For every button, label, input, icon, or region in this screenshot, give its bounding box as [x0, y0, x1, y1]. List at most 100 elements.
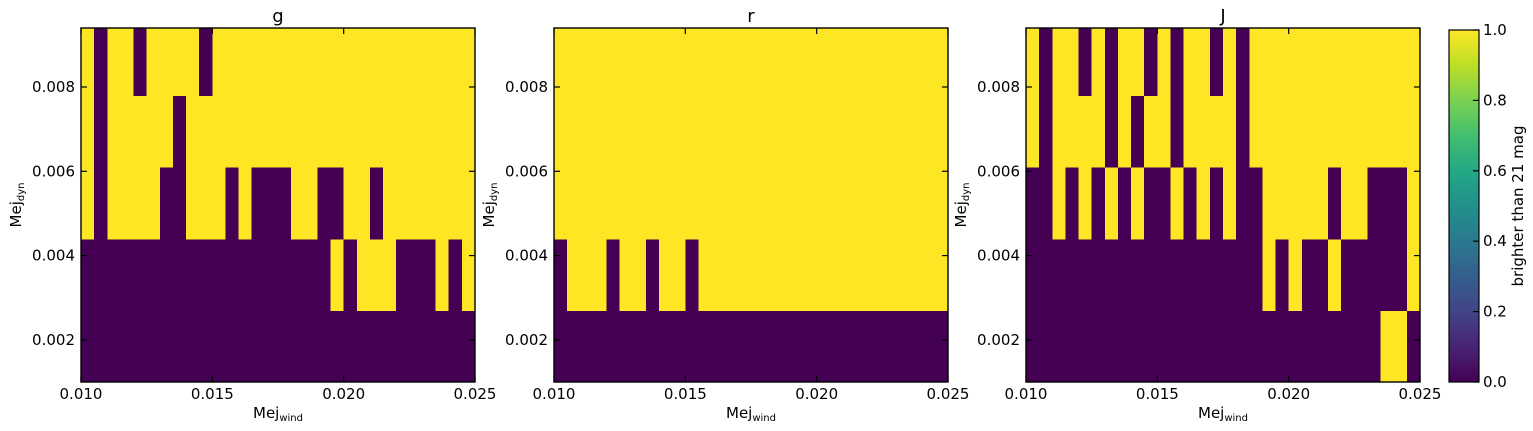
heatmap-cell — [448, 95, 463, 168]
heatmap-cell — [1209, 167, 1224, 240]
colorbar: 0.0 0.2 0.4 0.6 0.8 1.0 brighter than 21 mag — [1448, 21, 1527, 391]
heatmap-cell — [816, 310, 831, 383]
heatmap-cell — [1393, 167, 1408, 240]
heatmap-cell — [1104, 167, 1119, 240]
x-tick-label: 0.020 — [322, 385, 365, 403]
heatmap-cell — [632, 238, 647, 311]
heatmap-cell — [1065, 95, 1080, 168]
heatmap-cell — [225, 167, 240, 240]
heatmap-cell — [1223, 28, 1237, 97]
heatmap-cell — [1341, 95, 1355, 168]
heatmap-cell — [737, 95, 752, 168]
heatmap-cell — [1131, 238, 1145, 311]
heatmap-cell — [409, 238, 424, 311]
heatmap-cell — [685, 95, 700, 168]
heatmap-cell — [343, 95, 358, 168]
heatmap-cell — [1196, 310, 1211, 383]
heatmap-cell — [1196, 95, 1211, 168]
heatmap-cell — [133, 310, 148, 383]
y-tick-label: 0.002 — [32, 331, 75, 349]
heatmap-cell — [606, 28, 621, 97]
heatmap-cell — [567, 28, 581, 97]
heatmap-cell — [619, 95, 634, 168]
heatmap-cell — [317, 238, 332, 311]
heatmap-cell — [1183, 167, 1198, 240]
heatmap-cell — [212, 28, 227, 97]
heatmap-cell — [1209, 238, 1224, 311]
heatmap-cell — [1144, 28, 1158, 97]
heatmap-cell — [81, 310, 95, 383]
heatmap-cell — [724, 238, 739, 311]
heatmap-cell — [448, 310, 463, 383]
heatmap-cell — [94, 238, 108, 311]
heatmap-cell — [1406, 28, 1421, 97]
heatmap-cell — [356, 310, 371, 383]
heatmap-cell — [1328, 310, 1342, 383]
heatmap-cell — [396, 95, 410, 168]
heatmap-cell — [1314, 310, 1329, 383]
heatmap-cell — [751, 310, 765, 383]
heatmap-cell — [751, 95, 765, 168]
heatmap-cell — [921, 95, 936, 168]
heatmap-cell — [1406, 95, 1421, 168]
heatmap-cell — [212, 238, 227, 311]
heatmap-cell — [396, 238, 410, 311]
heatmap-cell — [908, 310, 923, 383]
heatmap-cell — [1249, 238, 1263, 311]
heatmap-cell — [1288, 167, 1303, 240]
heatmap-cell — [1052, 95, 1066, 168]
heatmap-cell — [632, 167, 647, 240]
heatmap-cell — [172, 238, 187, 311]
heatmap-cell — [606, 310, 621, 383]
heatmap-cell — [343, 28, 358, 97]
heatmap-cell — [1209, 28, 1224, 97]
heatmap-cell — [764, 310, 778, 383]
colorbar-gradient — [1449, 30, 1479, 382]
heatmap-cell — [1196, 28, 1211, 97]
x-tick-label: 0.025 — [454, 385, 497, 403]
heatmap-cell — [724, 95, 739, 168]
heatmap-cell — [606, 167, 621, 240]
heatmap-cell — [751, 28, 765, 97]
heatmap-cell — [816, 167, 831, 240]
heatmap-cell — [264, 28, 279, 97]
heatmap-cell — [383, 238, 397, 311]
heatmap-cell — [291, 238, 305, 311]
heatmap-cell — [1131, 167, 1145, 240]
x-tick-label: 0.010 — [1005, 385, 1048, 403]
heatmap-cell — [94, 310, 108, 383]
y-tick-label: 0.006 — [32, 162, 75, 180]
heatmap-cell — [369, 28, 384, 97]
heatmap-cell — [1052, 310, 1066, 383]
heatmap-cell — [1144, 167, 1158, 240]
heatmap-cell — [1065, 310, 1080, 383]
heatmap-cell — [1170, 28, 1185, 97]
heatmap-cell — [1078, 28, 1093, 97]
heatmap-cell — [1223, 310, 1237, 383]
heatmap-cell — [225, 238, 240, 311]
heatmap-cell — [1170, 310, 1185, 383]
heatmap-cell — [212, 167, 227, 240]
heatmap-cell — [1262, 238, 1277, 311]
heatmap-cell — [869, 167, 883, 240]
heatmap-cell — [159, 95, 174, 168]
heatmap-cell — [1039, 310, 1053, 383]
heatmap-cell — [869, 310, 883, 383]
heatmap-cell — [1301, 167, 1316, 240]
y-tick-label: 0.008 — [32, 78, 75, 96]
heatmap-cell — [291, 310, 305, 383]
heatmap-cell — [304, 310, 318, 383]
heatmap-cell — [304, 167, 318, 240]
heatmap-cell — [659, 95, 673, 168]
heatmap-cell — [632, 310, 647, 383]
heatmap-cell — [593, 95, 608, 168]
heatmap-cell — [724, 167, 739, 240]
heatmap-cell — [146, 310, 161, 383]
heatmap-cell — [1406, 310, 1421, 383]
heatmap-cell — [81, 238, 95, 311]
heatmap-cell — [1393, 28, 1408, 97]
heatmap-cell — [107, 238, 121, 311]
heatmap-cell — [1314, 95, 1329, 168]
heatmap-cell — [1288, 95, 1303, 168]
